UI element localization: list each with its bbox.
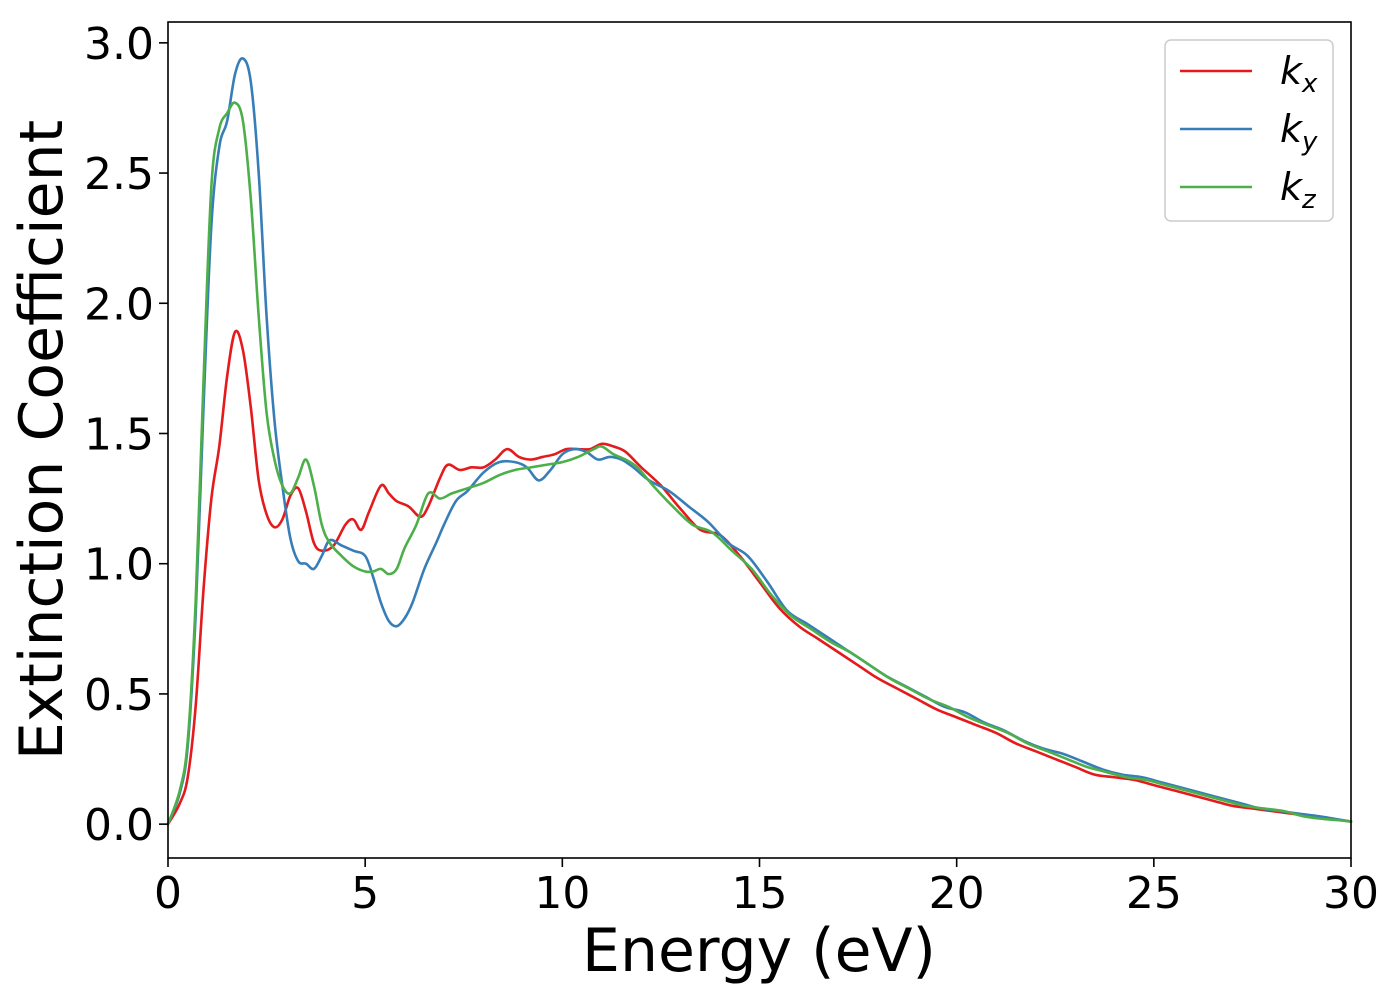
series-line-y: [166, 57, 1353, 826]
y-axis-label: Extinction Coefficient: [7, 120, 77, 760]
x-tick-label: 0: [154, 868, 182, 919]
series-layer: [166, 57, 1353, 826]
x-tick-label: 5: [351, 868, 379, 919]
legend-label-x: kx: [1280, 49, 1318, 99]
x-axis-ticks: 0 5 10 15 20 25 30: [154, 858, 1379, 919]
y-tick-label: 0.0: [84, 800, 154, 851]
legend-label-y: ky: [1280, 107, 1318, 157]
y-tick-label: 1.0: [84, 540, 154, 591]
y-tick-label: 1.5: [84, 409, 154, 460]
series-line-x: [166, 329, 1353, 826]
x-tick-label: 25: [1126, 868, 1182, 919]
y-tick-label: 2.5: [84, 149, 154, 200]
y-tick-label: 2.0: [84, 279, 154, 330]
x-tick-label: 15: [732, 868, 788, 919]
legend-box: [1164, 39, 1334, 222]
x-tick-label: 30: [1323, 868, 1379, 919]
x-tick-label: 20: [929, 868, 985, 919]
y-tick-label: 0.5: [84, 670, 154, 721]
series-line-z: [166, 101, 1353, 826]
legend-label-z: kz: [1280, 165, 1317, 215]
y-axis-ticks: 0.0 0.5 1.0 1.5 2.0 2.5 3.0: [84, 19, 168, 851]
y-tick-label: 3.0: [84, 19, 154, 70]
legend: kx ky kz: [1164, 39, 1334, 222]
x-tick-label: 10: [534, 868, 590, 919]
x-axis-label: Energy (eV): [582, 916, 936, 986]
